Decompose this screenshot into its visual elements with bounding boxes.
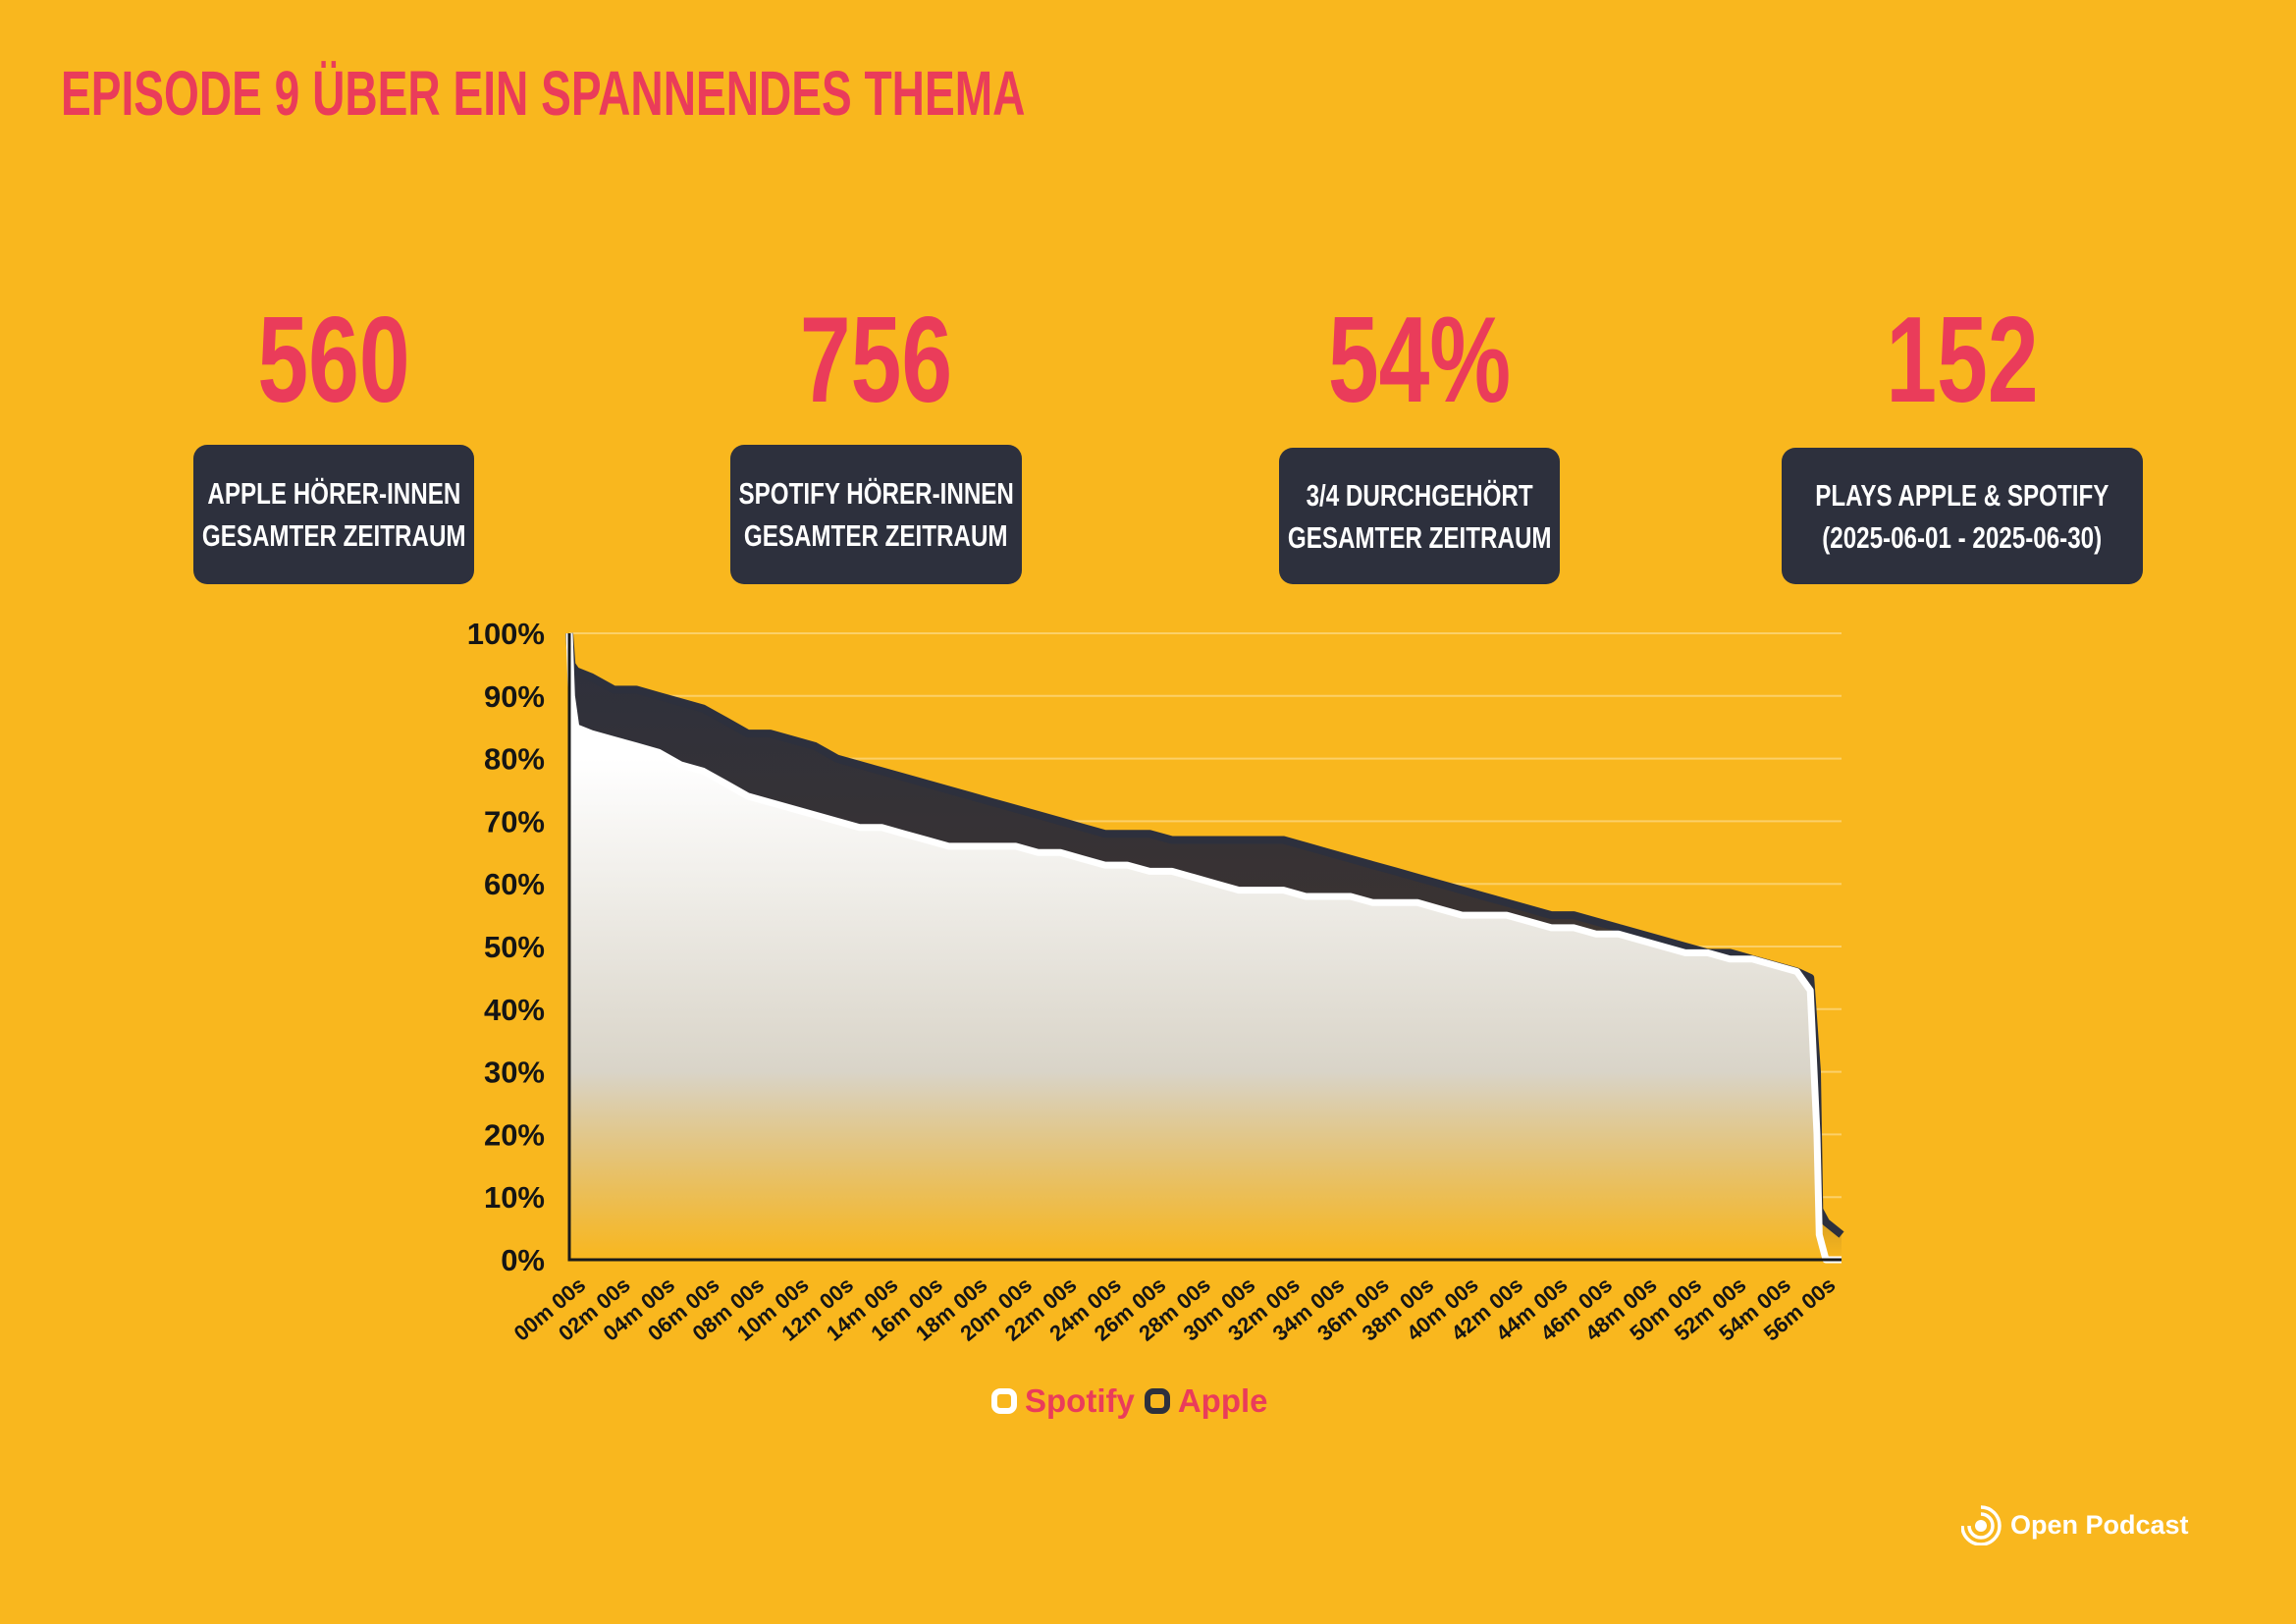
series-line-spotify — [565, 632, 1842, 1264]
kpi-label-line1: 3/4 DURCHGEHÖRT — [1306, 477, 1533, 513]
legend-swatch-apple — [1144, 1388, 1170, 1414]
series-line-apple — [565, 632, 1844, 1238]
kpi-label-line2: GESAMTER ZEITRAUM — [201, 518, 466, 553]
y-tick-label: 90% — [484, 679, 545, 714]
kpi-label-line2: GESAMTER ZEITRAUM — [1287, 519, 1552, 555]
kpi-apple-listeners: 560 APPLE HÖRER-INNEN GESAMTER ZEITRAUM — [193, 293, 474, 584]
legend-item-spotify: Spotify — [991, 1382, 1135, 1420]
y-tick-label: 80% — [484, 742, 545, 777]
page-title: EPISODE 9 ÜBER EIN SPANNENDES THEMA — [61, 58, 1026, 129]
legend-label-apple: Apple — [1177, 1382, 1268, 1419]
y-tick-label: 0% — [501, 1243, 545, 1277]
y-tick-label: 70% — [484, 804, 545, 839]
kpi-label-box: 3/4 DURCHGEHÖRT GESAMTER ZEITRAUM — [1279, 448, 1560, 584]
kpi-spotify-listeners: 756 SPOTIFY HÖRER-INNEN GESAMTER ZEITRAU… — [730, 293, 1022, 584]
y-tick-label: 100% — [467, 617, 545, 651]
y-tick-label: 20% — [484, 1117, 545, 1152]
kpi-completion-rate: 54% 3/4 DURCHGEHÖRT GESAMTER ZEITRAUM — [1279, 293, 1560, 584]
kpi-label-line1: SPOTIFY HÖRER-INNEN — [738, 476, 1014, 511]
kpi-value: 152 — [1886, 293, 2039, 428]
open-podcast-logo-icon — [1961, 1505, 2002, 1545]
kpi-value: 756 — [799, 293, 953, 428]
kpi-label-box: PLAYS APPLE & SPOTIFY (2025-06-01 - 2025… — [1782, 448, 2143, 584]
y-tick-label: 30% — [484, 1056, 545, 1090]
kpi-label-line2: GESAMTER ZEITRAUM — [744, 518, 1008, 553]
kpi-label-line2: (2025-06-01 - 2025-06-30) — [1822, 519, 2103, 555]
axis-lines — [567, 633, 1842, 1262]
y-tick-label: 60% — [484, 867, 545, 901]
kpi-label-line1: PLAYS APPLE & SPOTIFY — [1815, 477, 2109, 513]
series-area-spotify — [569, 633, 1842, 1260]
brand-name: Open Podcast — [2010, 1509, 2189, 1540]
kpi-label-box: APPLE HÖRER-INNEN GESAMTER ZEITRAUM — [193, 445, 474, 584]
y-tick-label: 50% — [484, 930, 545, 964]
chart-legend: Spotify Apple — [991, 1382, 1278, 1420]
legend-label-spotify: Spotify — [1025, 1382, 1135, 1419]
kpi-label-line1: APPLE HÖRER-INNEN — [207, 476, 460, 511]
kpi-label-box: SPOTIFY HÖRER-INNEN GESAMTER ZEITRAUM — [730, 445, 1022, 584]
brand-logo: Open Podcast — [1961, 1504, 2189, 1545]
kpi-plays: 152 PLAYS APPLE & SPOTIFY (2025-06-01 - … — [1782, 293, 2143, 584]
y-tick-label: 40% — [484, 993, 545, 1027]
series-layer — [565, 632, 1844, 1264]
y-tick-label: 10% — [484, 1180, 545, 1215]
kpi-value: 560 — [257, 293, 410, 428]
kpi-value: 54% — [1327, 293, 1512, 428]
legend-swatch-spotify — [991, 1388, 1017, 1414]
legend-item-apple: Apple — [1144, 1382, 1268, 1420]
